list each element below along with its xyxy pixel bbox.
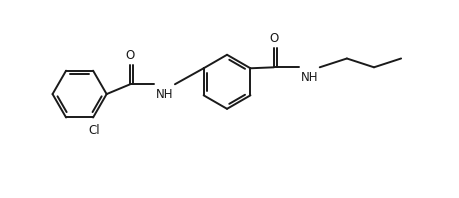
Text: O: O: [126, 49, 135, 62]
Text: NH: NH: [156, 88, 173, 101]
Text: O: O: [269, 32, 279, 45]
Text: NH: NH: [301, 71, 318, 84]
Text: Cl: Cl: [88, 124, 100, 137]
